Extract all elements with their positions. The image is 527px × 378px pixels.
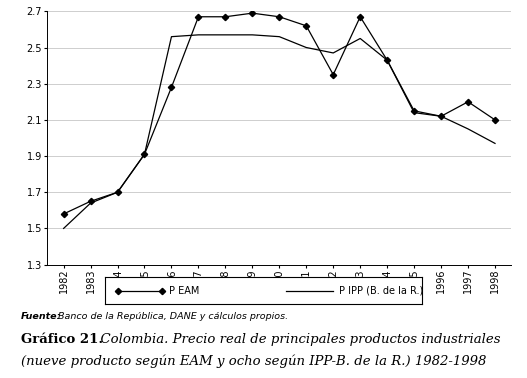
Text: (nueve producto según EAM y ocho según IPP-B. de la R.) 1982-1998: (nueve producto según EAM y ocho según I… bbox=[21, 355, 486, 368]
Text: Fuente:: Fuente: bbox=[21, 312, 62, 321]
Text: P EAM: P EAM bbox=[169, 286, 199, 296]
Text: Banco de la República, DANE y cálculos propios.: Banco de la República, DANE y cálculos p… bbox=[55, 312, 288, 321]
Text: Colombia. Precio real de principales productos industriales: Colombia. Precio real de principales pro… bbox=[92, 333, 501, 346]
Text: P IPP (B. de la R.): P IPP (B. de la R.) bbox=[339, 286, 424, 296]
Text: Gráfico 21.: Gráfico 21. bbox=[21, 333, 103, 346]
